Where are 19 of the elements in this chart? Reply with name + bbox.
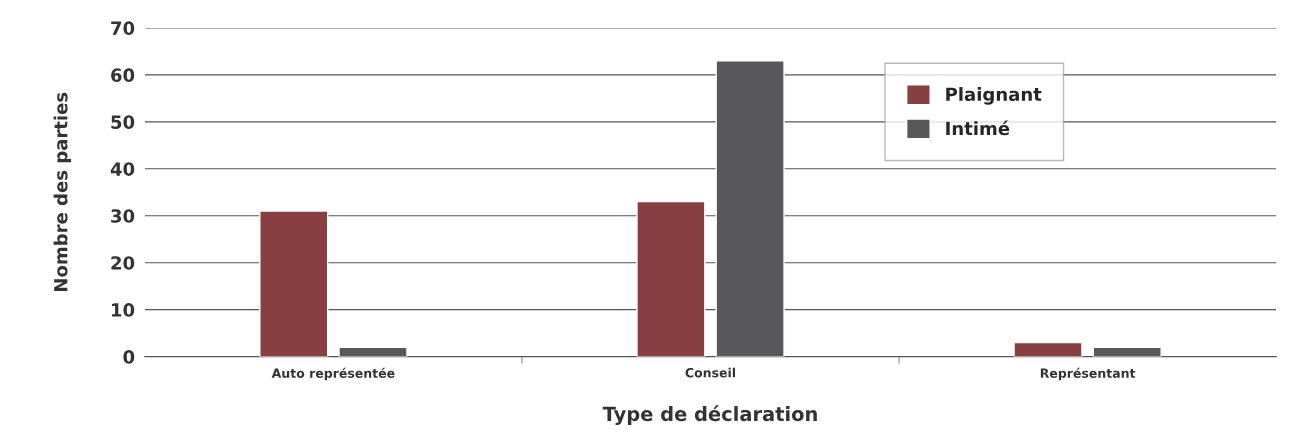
bar <box>636 200 706 357</box>
legend-label: Intimé <box>946 120 1010 136</box>
bar <box>338 346 408 357</box>
bar <box>1013 341 1083 357</box>
x-axis-title: Type de déclaration <box>602 405 817 426</box>
x-tick-label: Auto représentée <box>271 367 395 381</box>
y-tick-label: 20 <box>111 256 135 270</box>
bar <box>259 210 329 357</box>
y-tick-label: 70 <box>111 21 135 36</box>
y-tick-label: 0 <box>123 350 135 364</box>
y-tick-label: 50 <box>111 115 135 129</box>
y-tick-label: 30 <box>111 209 135 223</box>
x-tick-label: Conseil <box>685 367 736 378</box>
y-tick-label: 60 <box>111 68 135 82</box>
legend-label: Plaignant <box>946 87 1042 105</box>
x-tick-label: Représentant <box>1040 367 1136 381</box>
y-tick-label: 40 <box>110 162 135 176</box>
y-tick-label: 10 <box>112 303 135 317</box>
y-axis-title: Nombre des parties <box>53 92 72 291</box>
